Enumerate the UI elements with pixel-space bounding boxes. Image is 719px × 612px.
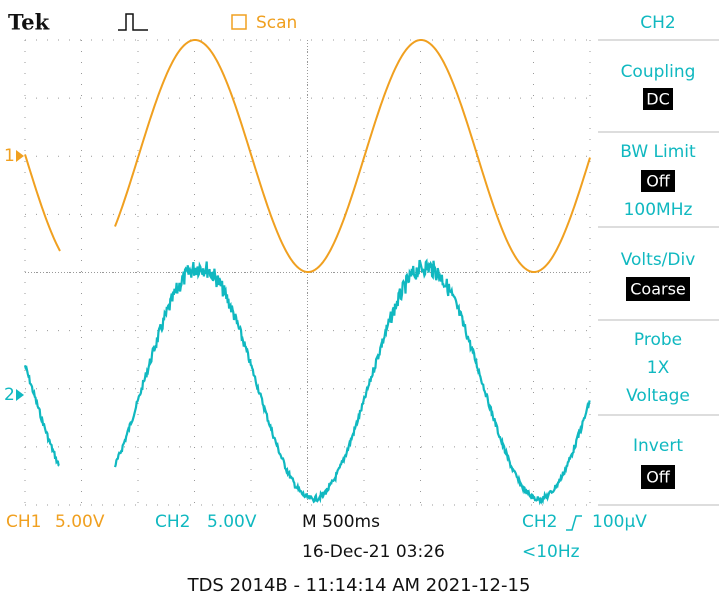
oscilloscope-screenshot: Tek Scan CH2 1 2 Coupling DC BW Limit Of… (0, 0, 719, 608)
menu-label: Probe (634, 330, 682, 350)
ch2-label: CH2 (155, 512, 190, 532)
frequency: <10Hz (522, 542, 580, 562)
menu-value: DC (646, 90, 670, 109)
timebase: M 500ms (302, 512, 380, 532)
caption: TDS 2014B - 11:14:14 AM 2021-12-15 (187, 575, 531, 596)
ch1-scale: 5.00V (55, 512, 105, 532)
menu-value: Coarse (630, 280, 686, 299)
menu-line: 1X (647, 358, 670, 378)
menu-label: BW Limit (620, 142, 696, 162)
ch1-label: CH1 (6, 512, 41, 532)
menu-extra: 100MHz (624, 200, 693, 220)
acq-mode: Scan (256, 13, 297, 33)
menu-label: Volts/Div (621, 250, 696, 270)
ch2-scale: 5.00V (207, 512, 257, 532)
brand: Tek (8, 10, 50, 35)
ch1-marker: 1 (4, 146, 15, 166)
menu-line: Voltage (626, 386, 690, 406)
date: 16-Dec-21 03:26 (302, 542, 445, 562)
menu-label: Coupling (621, 62, 696, 82)
ch2-marker: 2 (4, 385, 15, 405)
menu-label: Invert (633, 436, 683, 456)
menu-value: Off (646, 172, 671, 191)
trigger-level: 100µV (592, 512, 647, 532)
trigger-source: CH2 (522, 512, 557, 532)
menu-channel: CH2 (640, 13, 675, 33)
menu-value: Off (646, 468, 671, 487)
